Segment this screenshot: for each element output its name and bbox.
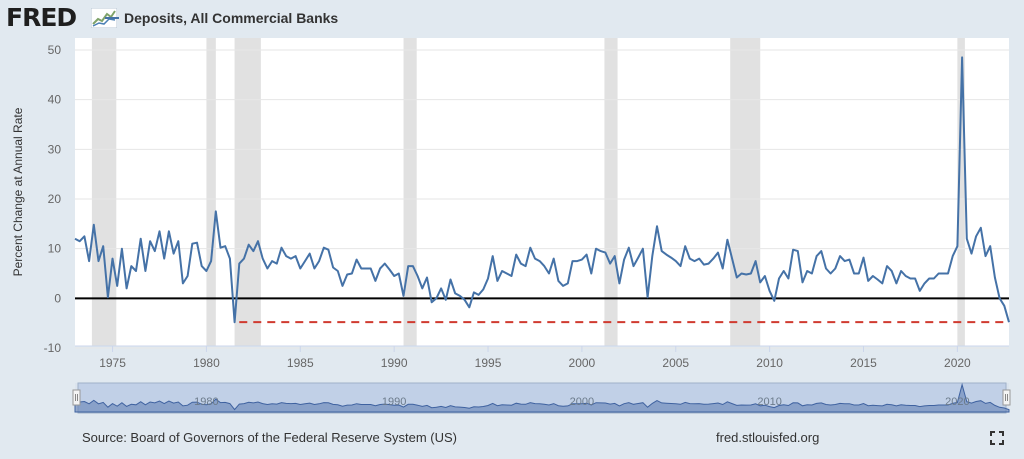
recession-band-0 <box>91 38 117 346</box>
navigator-handle-left[interactable] <box>72 389 81 406</box>
x-tick-label: 1995 <box>475 356 502 370</box>
x-tick-label: 2010 <box>756 356 783 370</box>
x-tick-label: 2005 <box>662 356 689 370</box>
legend-series-label: Deposits, All Commercial Banks <box>124 10 339 26</box>
navigator-tick-label: 1980 <box>194 396 218 408</box>
y-tick-label: 40 <box>48 93 62 107</box>
navigator-labels: 1980 1990 2000 2010 2020 <box>194 396 969 408</box>
navigator-tick-label: 1990 <box>382 396 406 408</box>
recession-band-2 <box>234 38 261 346</box>
recession-band-1 <box>206 38 216 346</box>
recession-shading <box>91 38 965 346</box>
legend-swatch <box>105 17 119 19</box>
x-tick-label: 2000 <box>569 356 596 370</box>
series-line-0 <box>74 56 1010 324</box>
navigator-handle-right[interactable] <box>1002 389 1011 406</box>
y-tick-label: 50 <box>48 43 62 57</box>
navigator-area <box>74 382 1010 413</box>
fullscreen-icon[interactable] <box>990 431 1004 445</box>
source-text: Source: Board of Governors of the Federa… <box>82 430 457 445</box>
y-tick-label: 10 <box>48 242 62 256</box>
series-layer <box>74 56 1010 324</box>
recession-band-6 <box>957 38 965 346</box>
range-navigator[interactable]: 1980 1990 2000 2010 2020 <box>72 382 1011 414</box>
fred-logo[interactable]: FRED <box>6 3 77 32</box>
x-axis-ticks: 1975 1980 1985 1990 1995 2000 2005 2010 2015 2020 <box>75 345 1009 370</box>
x-tick-label: 2015 <box>850 356 877 370</box>
site-url[interactable]: fred.stlouisfed.org <box>716 430 820 445</box>
recession-band-5 <box>730 38 761 346</box>
reference-lines <box>75 297 1009 324</box>
navigator-series <box>74 382 1010 413</box>
y-axis-title: Percent Change at Annual Rate <box>11 107 25 276</box>
x-tick-label: 2020 <box>944 356 971 370</box>
header: FRED Deposits, All Commercial Banks <box>0 0 1024 38</box>
y-axis-ticks: -10 0 10 20 30 40 50 <box>44 43 62 355</box>
navigator-tick-label: 2000 <box>570 396 594 408</box>
grid-lines <box>75 49 1009 349</box>
y-tick-label: -10 <box>44 341 62 355</box>
plot-background <box>75 38 1009 346</box>
navigator-tick-label: 2020 <box>945 396 969 408</box>
y-tick-label: 20 <box>48 192 62 206</box>
y-tick-label: 30 <box>48 142 62 156</box>
y-tick-label: 0 <box>54 291 61 305</box>
x-tick-label: 1985 <box>287 356 314 370</box>
recession-band-3 <box>403 38 417 346</box>
x-tick-label: 1975 <box>99 356 126 370</box>
x-tick-label: 1990 <box>381 356 408 370</box>
fred-graph-icon <box>91 8 117 28</box>
chart: -10 0 10 20 30 40 50 1975 1980 1985 1990 1995 2000 2… <box>11 38 1011 414</box>
navigator-tick-label: 2010 <box>757 396 781 408</box>
x-tick-label: 1980 <box>193 356 220 370</box>
recession-band-4 <box>604 38 618 346</box>
